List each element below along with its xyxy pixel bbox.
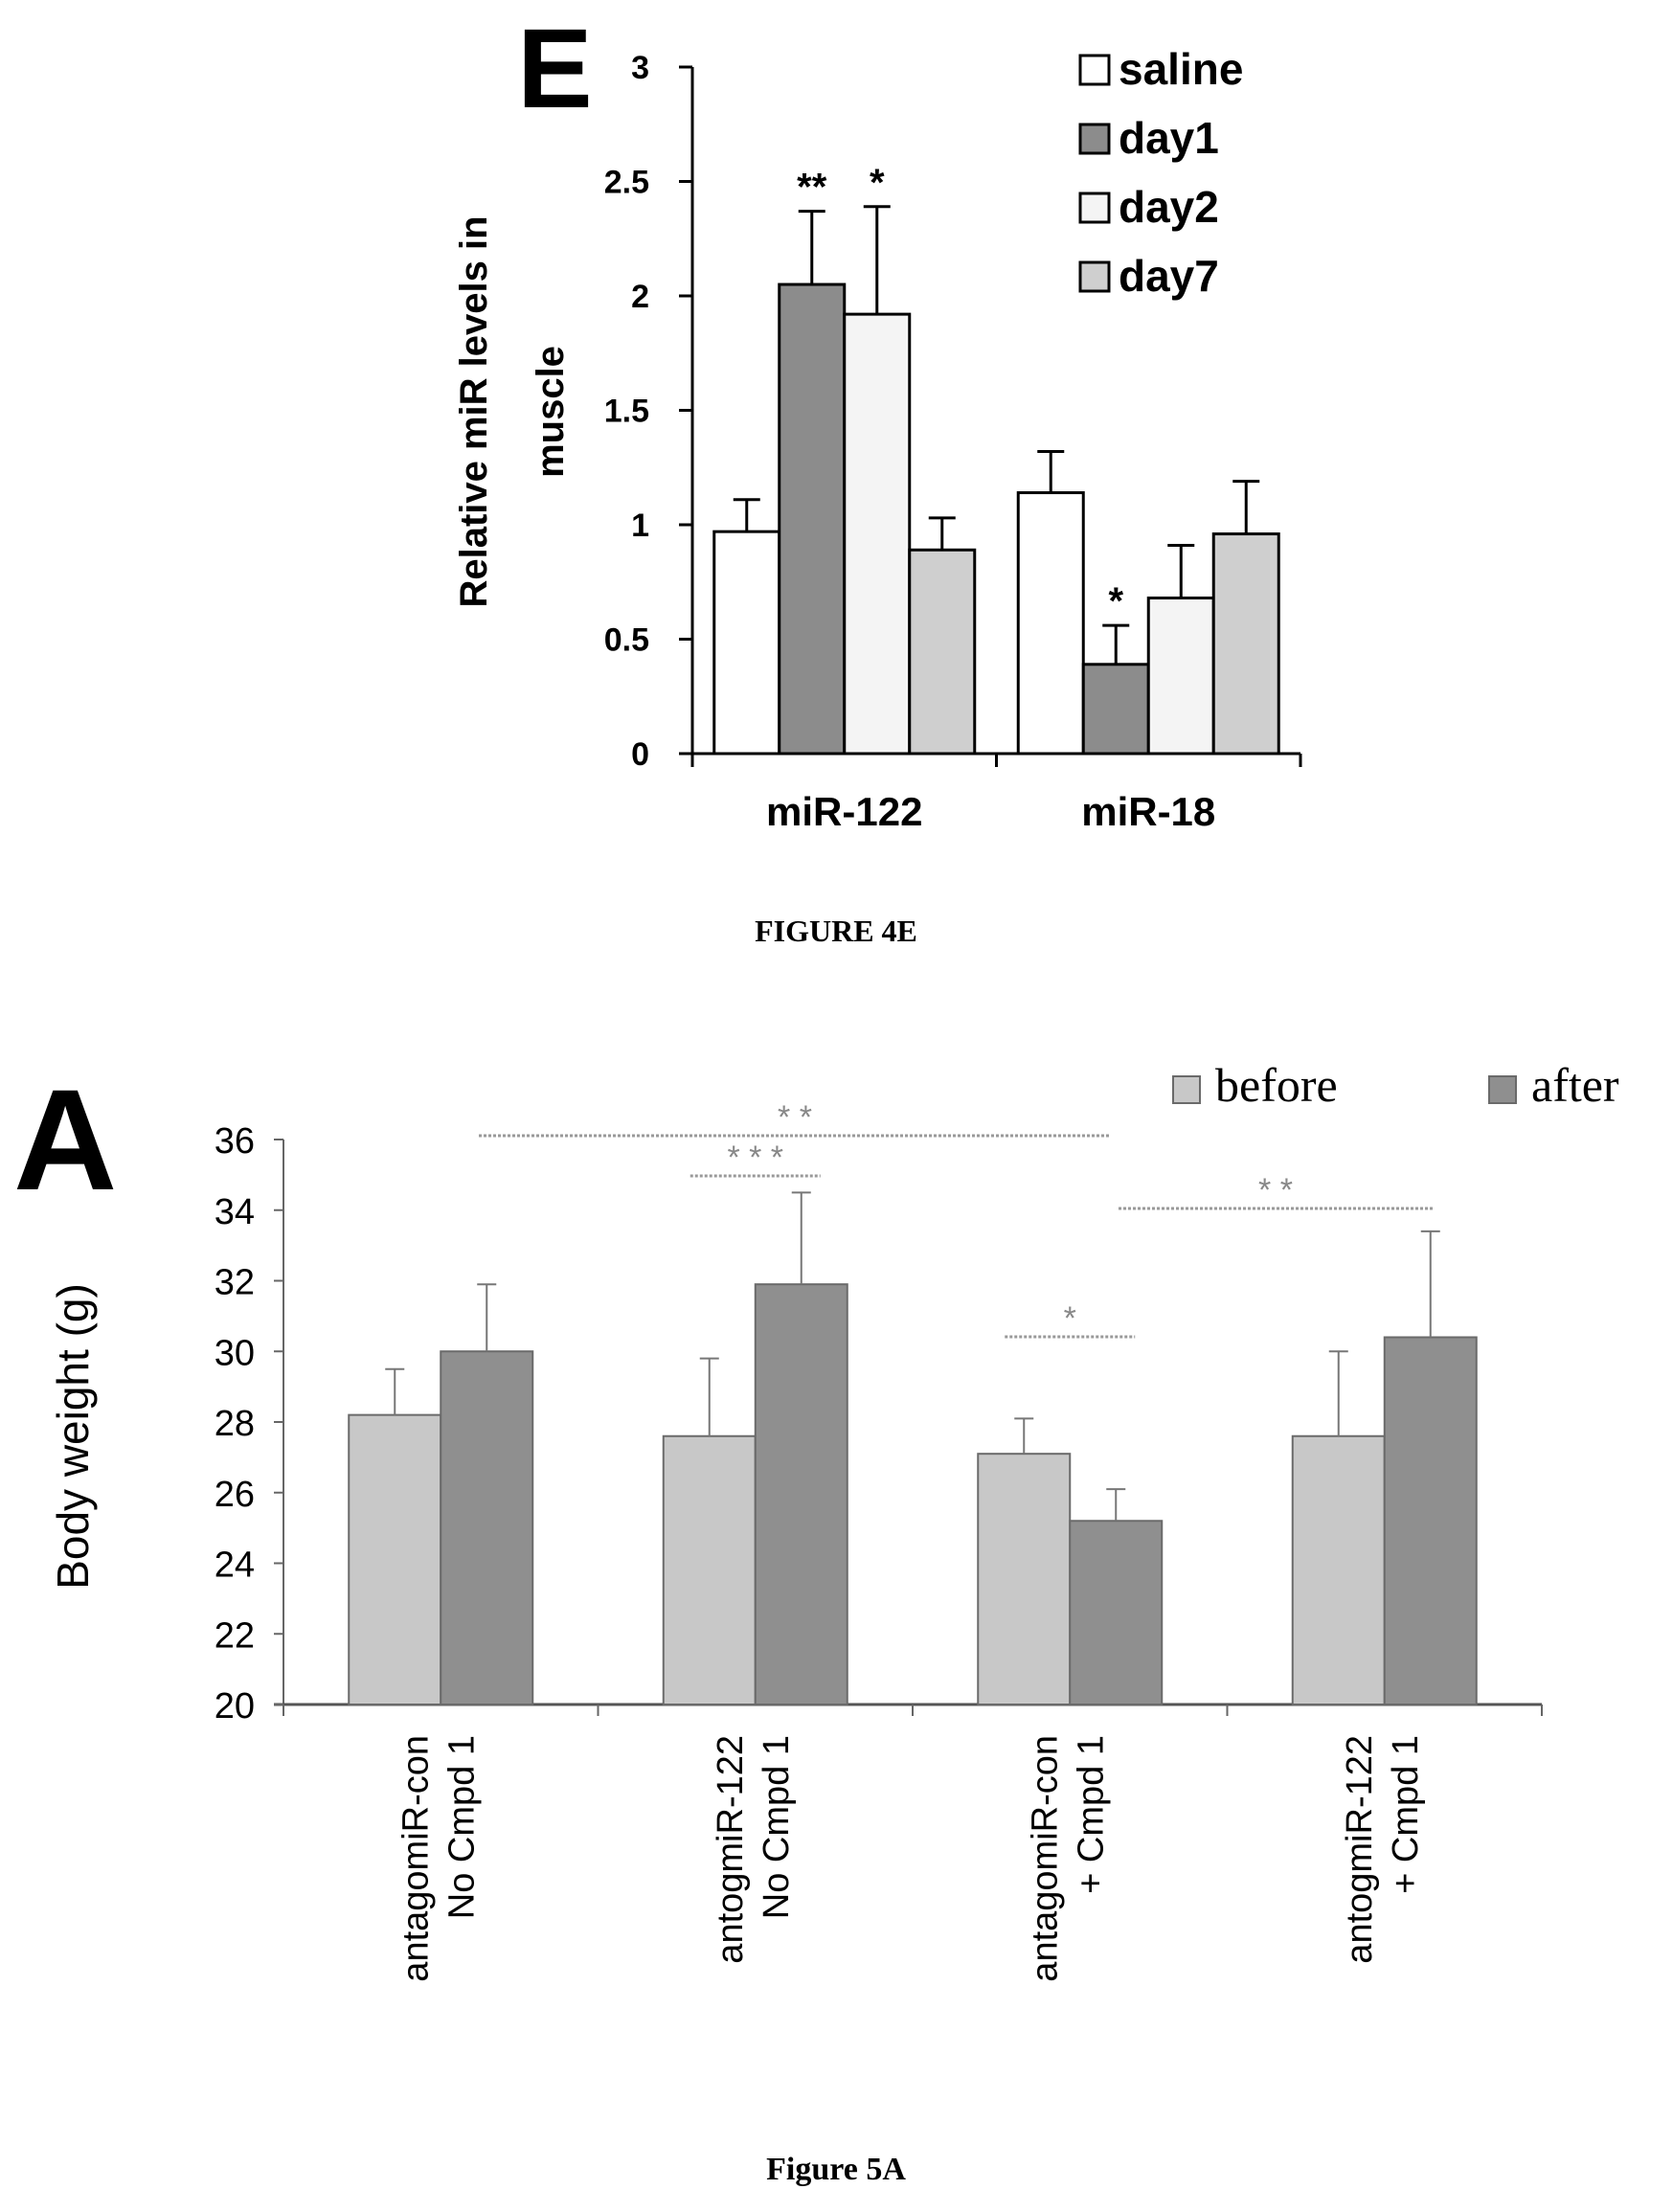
- bar: [440, 1350, 534, 1705]
- group-label: antogmiR-122 No Cmpd 1: [711, 1735, 797, 1964]
- group-label-line-2: No Cmpd 1: [441, 1735, 482, 1919]
- y-tick-label: 28: [215, 1404, 255, 1444]
- group-label-line-1: antogmiR-122: [711, 1735, 751, 1964]
- group-label-line-2: + Cmpd 1: [1386, 1735, 1426, 1894]
- bar: [662, 1434, 757, 1705]
- significance-marker: * *: [1258, 1172, 1293, 1208]
- bar: [977, 1453, 1072, 1705]
- y-tick-label: 36: [215, 1121, 255, 1162]
- panel-letter: A: [13, 1059, 117, 1220]
- bar: [1069, 1520, 1164, 1705]
- category-label: miR-122: [766, 789, 922, 834]
- y-tick-label: 24: [215, 1546, 255, 1586]
- y-tick-label: 30: [215, 1333, 255, 1373]
- group-label-line-1: antogmiR-122: [1340, 1735, 1380, 1964]
- y-axis-label-line-2: muscle: [530, 346, 572, 478]
- group-label-line-2: No Cmpd 1: [757, 1735, 797, 1919]
- figure-caption: Figure 5A: [766, 2152, 906, 2187]
- bar: [1211, 532, 1280, 756]
- figure-caption: FIGURE 4E: [755, 914, 917, 948]
- y-tick-label: 22: [215, 1615, 255, 1656]
- legend-label: day1: [1119, 113, 1219, 163]
- y-tick-label: 2: [631, 279, 649, 315]
- group-label: antagomiR-con No Cmpd 1: [396, 1735, 482, 1982]
- significance-marker: * *: [778, 1099, 812, 1136]
- group-label: antagomiR-con + Cmpd 1: [1025, 1735, 1111, 1982]
- y-tick-label: 26: [215, 1475, 255, 1515]
- legend-label: day7: [1119, 251, 1219, 301]
- y-tick-label: 3: [631, 50, 649, 86]
- group-label-line-1: antagomiR-con: [396, 1735, 436, 1982]
- y-tick-label: 34: [215, 1192, 255, 1232]
- y-tick-label: 1.5: [604, 394, 649, 430]
- bar: [712, 530, 781, 756]
- bar: [754, 1283, 848, 1705]
- y-axis-label: Relative miR levels in muscle: [453, 215, 572, 607]
- bar: [778, 282, 847, 756]
- significance-marker: *: [870, 162, 885, 204]
- category-label: miR-18: [1081, 789, 1215, 834]
- legend-label: saline: [1119, 44, 1243, 94]
- group-label: antogmiR-122 + Cmpd 1: [1340, 1735, 1426, 1964]
- significance-marker: *: [1108, 580, 1123, 622]
- significance-marker: *: [1064, 1300, 1076, 1337]
- y-axis-label: Body weight (g): [48, 1283, 98, 1590]
- y-tick-label: 2.5: [604, 165, 649, 201]
- group-label-line-2: + Cmpd 1: [1071, 1735, 1111, 1894]
- legend-swatch: [1078, 123, 1111, 155]
- bar: [908, 548, 977, 756]
- legend-swatch: [1172, 1075, 1201, 1104]
- legend-swatch: [1078, 54, 1111, 86]
- y-tick-label: 20: [215, 1686, 255, 1727]
- y-tick-label: 1: [631, 508, 649, 544]
- bar: [1146, 596, 1215, 756]
- y-tick-label: 32: [215, 1263, 255, 1303]
- panel-letter: E: [517, 6, 593, 132]
- group-label-line-1: antagomiR-con: [1025, 1735, 1065, 1982]
- bar: [1291, 1434, 1386, 1705]
- legend-label: before: [1215, 1058, 1338, 1112]
- chart-figure-5a: A Body weight (g) 20 22 24 26 28 30 32 34 36 antago…: [13, 1058, 1619, 2187]
- legend-label: day2: [1119, 182, 1219, 232]
- bar: [1081, 663, 1150, 756]
- bar: [1383, 1336, 1478, 1705]
- significance-marker: * * *: [727, 1140, 783, 1176]
- bar: [1016, 491, 1085, 756]
- bar: [843, 312, 912, 756]
- legend-swatch: [1078, 192, 1111, 224]
- y-axis-label-line-1: Relative miR levels in: [453, 215, 495, 607]
- legend-swatch: [1078, 260, 1111, 293]
- y-tick-label: 0.5: [604, 622, 649, 659]
- y-tick-label: 0: [631, 736, 649, 773]
- chart-figure-4e: E Relative miR levels in muscle 0 0.5 1 1.5 2 2.…: [453, 6, 1302, 948]
- significance-marker: **: [797, 167, 827, 209]
- bar: [348, 1413, 442, 1705]
- legend-swatch: [1488, 1075, 1517, 1104]
- legend-label: after: [1531, 1058, 1619, 1112]
